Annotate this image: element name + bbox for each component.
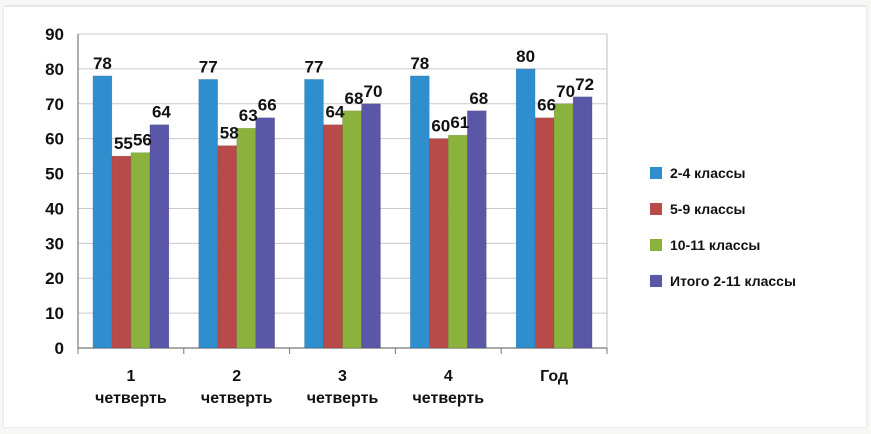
- data-label: 68: [469, 89, 488, 108]
- bar: [466, 110, 487, 349]
- legend-label: 5-9 классы: [670, 201, 746, 217]
- data-label: 64: [152, 103, 171, 122]
- legend-swatch: [650, 203, 662, 215]
- bar: [515, 68, 536, 349]
- data-label: 61: [450, 113, 469, 132]
- data-label: 64: [326, 103, 345, 122]
- x-category-label: Год: [540, 368, 568, 385]
- y-tick-label: 10: [45, 304, 64, 323]
- bar: [447, 134, 468, 349]
- data-label: 80: [516, 47, 535, 66]
- bar: [111, 155, 132, 349]
- data-label: 70: [364, 82, 383, 101]
- x-category-label: четверть: [413, 390, 485, 407]
- x-category-label: четверть: [307, 390, 379, 407]
- x-category-label: 2: [232, 368, 241, 385]
- y-tick-label: 80: [45, 60, 64, 79]
- x-category-label: четверть: [201, 390, 273, 407]
- bar: [323, 124, 343, 349]
- bar: [198, 79, 218, 349]
- bar: [572, 96, 593, 349]
- bar: [149, 124, 170, 349]
- y-tick-label: 0: [55, 339, 64, 358]
- y-tick-label: 40: [45, 199, 64, 218]
- y-tick-label: 70: [45, 95, 64, 114]
- legend-swatch: [650, 167, 662, 179]
- data-label: 77: [199, 57, 218, 76]
- data-label: 60: [431, 117, 450, 136]
- data-label: 66: [537, 96, 556, 115]
- bar: [236, 127, 256, 349]
- grouped-bar-chart: 0 10 20 30 40 50 60 70 80 90 1 четверть 2 четверть 3 че…: [45, 25, 796, 407]
- bar: [217, 145, 237, 349]
- x-category-label: 1: [126, 368, 135, 385]
- bar: [255, 117, 275, 349]
- data-label: 70: [556, 82, 575, 101]
- bars: [92, 68, 593, 349]
- data-label: 77: [305, 57, 324, 76]
- y-tick-label: 50: [45, 165, 64, 184]
- bar: [428, 138, 449, 349]
- legend-swatch: [650, 275, 662, 287]
- data-label: 66: [258, 96, 277, 115]
- bar: [553, 103, 574, 349]
- bar: [342, 110, 362, 349]
- legend: 2-4 классы 5-9 классы 10-11 классы Итого 2-…: [650, 165, 796, 289]
- bar: [130, 152, 151, 349]
- y-tick-label: 90: [45, 25, 64, 44]
- bar: [361, 103, 381, 349]
- data-label: 58: [220, 124, 239, 143]
- legend-swatch: [650, 239, 662, 251]
- y-tick-label: 20: [45, 269, 64, 288]
- y-tick-label: 60: [45, 130, 64, 149]
- x-category-label: 4: [444, 368, 453, 385]
- chart-frame: 0 10 20 30 40 50 60 70 80 90 1 четверть 2 четверть 3 че…: [4, 6, 866, 427]
- legend-label: 2-4 классы: [670, 165, 746, 181]
- bar: [92, 75, 113, 349]
- data-label: 63: [239, 106, 258, 125]
- data-label: 68: [345, 89, 364, 108]
- data-label: 78: [410, 54, 429, 73]
- legend-label: 10-11 классы: [670, 237, 760, 253]
- bar: [534, 117, 555, 349]
- legend-label: Итого 2-11 классы: [670, 273, 796, 289]
- bar: [304, 79, 324, 349]
- bar: [409, 75, 430, 349]
- data-label: 56: [133, 131, 152, 150]
- data-label: 78: [93, 54, 112, 73]
- x-category-label: четверть: [95, 390, 167, 407]
- x-category-label: 3: [338, 368, 347, 385]
- data-label: 55: [114, 134, 133, 153]
- data-label: 72: [575, 75, 594, 94]
- y-tick-label: 30: [45, 234, 64, 253]
